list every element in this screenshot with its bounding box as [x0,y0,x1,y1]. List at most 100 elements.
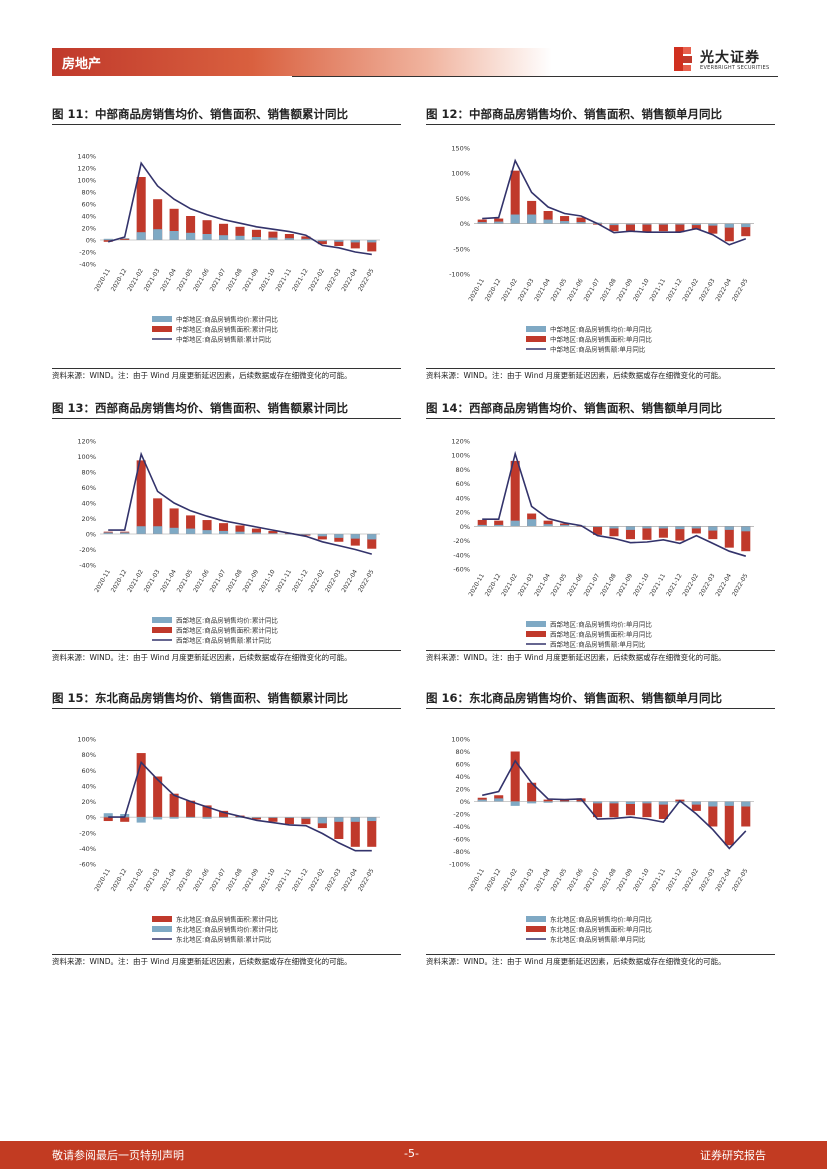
source-note: 资料来源：WIND。注：由于 Wind 月度更新延迟因素，后续数据或存在细微变化… [52,957,352,966]
bar [560,221,570,224]
bar [334,240,344,246]
bar [543,219,553,224]
bar [724,223,734,228]
title-rule [426,708,775,709]
y-tick-label: 60% [456,761,470,769]
bar [691,801,701,805]
brand-name-en: EVERBRIGHT SECURITIES [700,65,770,71]
y-tick-label: 50% [456,195,470,203]
bar [527,200,537,224]
bar [691,223,701,226]
bar [169,508,179,534]
bar [219,530,229,534]
bar [153,817,163,820]
series-line [482,450,747,557]
legend-item: 东北地区:商品房销售均价:累计同比 [152,925,278,934]
source-rule [52,368,401,369]
y-tick-label: 0% [86,237,96,245]
y-tick-label: 60% [456,480,470,488]
bar [642,223,652,233]
bar [103,817,113,822]
bar [477,524,487,527]
bar [169,817,179,819]
source-note: 资料来源：WIND。注：由于 Wind 月度更新延迟因素，后续数据或存在细微变化… [426,653,726,662]
bar [202,817,212,819]
bar [219,817,229,818]
bar [724,526,734,530]
legend-item: 东北地区:商品房销售额:单月同比 [526,935,646,944]
bar [136,817,146,823]
y-tick-label: 60% [82,484,96,492]
brand-logo: 光大证券 EVERBRIGHT SECURITIES [672,45,782,75]
bar [350,534,360,546]
footer-disclaimer: 敬请参阅最后一页特别声明 [52,1149,184,1162]
brand-name-cn: 光大证券 [700,50,760,66]
bar [494,218,504,224]
bar [251,532,261,534]
bar [219,235,229,240]
bar [202,805,212,818]
bar [609,526,619,529]
y-tick-label: 100% [77,177,96,185]
bar [284,817,294,825]
legend-item: 西部地区:商品房销售额:单月同比 [526,640,646,649]
bar [527,519,537,527]
y-tick-label: 40% [456,494,470,502]
bar [560,216,570,224]
bar [169,793,179,818]
y-tick-label: -60% [453,836,470,844]
bar [741,526,751,552]
y-tick-label: 100% [451,736,470,744]
y-tick-label: 80% [82,469,96,477]
bar [543,799,553,802]
bar [494,524,504,527]
source-rule [426,954,775,955]
bar [658,526,668,529]
bar [350,240,360,243]
bar [609,223,619,226]
bar [642,526,652,540]
footer-report-type: 证券研究报告 [700,1149,766,1162]
bar [494,798,504,802]
bar [120,238,130,240]
x-tick-label: 2022-05 [357,267,376,292]
bar [543,801,553,803]
bar [527,801,537,804]
bar [367,534,377,540]
bar [103,813,113,818]
bar [268,817,278,822]
header-rule [292,76,778,77]
bar [202,220,212,240]
bar [334,817,344,839]
y-tick-label: -20% [79,829,96,837]
y-tick-label: 100% [451,452,470,460]
chart-svg: 120%100%80%60%40%20%0%-20%-40%2020-11202… [77,438,380,645]
bar [268,533,278,534]
source-note: 资料来源：WIND。注：由于 Wind 月度更新延迟因素，后续数据或存在细微变化… [426,957,726,966]
bar [658,801,668,819]
y-tick-label: 120% [77,438,96,446]
bar [560,799,570,802]
bar [527,782,537,802]
y-tick-label: 0% [86,531,96,539]
bar [136,460,146,534]
bar [350,240,360,249]
bar [284,238,294,240]
y-tick-label: 40% [82,213,96,221]
bar [136,232,146,240]
bar [494,221,504,224]
bar [560,801,570,803]
legend-label: 西部地区:商品房销售面积:累计同比 [176,626,278,635]
bar [103,532,113,534]
y-tick-label: 100% [77,736,96,744]
bar [477,222,487,224]
bar [609,801,619,804]
bar [658,223,668,225]
bar [219,223,229,240]
bar [268,817,278,818]
x-tick-label: 2022-05 [731,572,750,597]
bar [317,817,327,824]
bar [153,776,163,818]
bar [186,817,196,818]
title-rule [52,124,401,125]
